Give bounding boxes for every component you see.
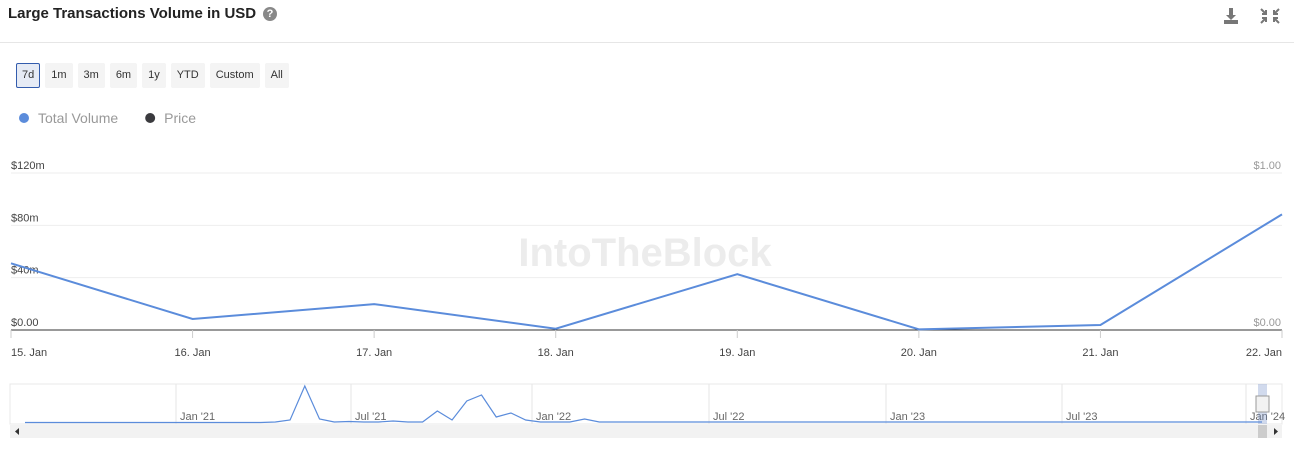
scroll-right [1274, 428, 1278, 435]
x-tick-label: 21. Jan [1082, 347, 1118, 359]
chart-title: Large Transactions Volume in USD [8, 5, 257, 22]
y-tick-label: $120m [11, 160, 45, 172]
y2-tick-label: $1.00 [1253, 160, 1281, 172]
x-tick-label: 22. Jan [1246, 347, 1282, 359]
navigator-handle[interactable] [1255, 395, 1270, 413]
scrollbar-thumb [1258, 425, 1267, 438]
x-tick-label: 17. Jan [356, 347, 392, 359]
range-button[interactable]: YTD [170, 63, 205, 88]
range-button[interactable]: All [264, 63, 289, 88]
range-button[interactable]: 7d [16, 63, 41, 88]
watermark: IntoTheBlock [518, 231, 772, 275]
range-button[interactable]: 1m [45, 63, 73, 88]
x-tick-label: 20. Jan [901, 347, 937, 359]
scroll-left [15, 428, 19, 435]
x-tick-label: 16. Jan [175, 347, 211, 359]
legend-marker [19, 113, 29, 123]
range-button[interactable]: Custom [209, 63, 260, 88]
range-buttons: 7d 1m 3m 6m 1y YTD Custom All [16, 63, 289, 88]
navigator-label: Jan '21 [180, 411, 215, 423]
y-tick-label: $80m [11, 212, 39, 224]
range-button[interactable]: 3m [77, 63, 105, 88]
legend-label: Price [164, 110, 196, 126]
range-button[interactable]: 6m [109, 63, 138, 88]
navigator-label: Jul '22 [713, 411, 744, 423]
toolbar-icons[interactable] [1220, 6, 1282, 26]
legend-marker [145, 113, 156, 123]
range-button[interactable]: 1y [142, 63, 166, 88]
navigator-label: Jan '23 [890, 411, 925, 423]
legend-label: Total Volume [38, 110, 118, 126]
y2-tick-label: $0.00 [1253, 317, 1281, 329]
navigator-line [25, 384, 1262, 424]
x-tick-label: 15. Jan [11, 347, 47, 359]
navigator-frame [9, 383, 1283, 425]
y-tick-label: $40m [11, 265, 39, 277]
help-icon[interactable]: ? [263, 7, 277, 21]
navigator-label: Jul '23 [1066, 411, 1097, 423]
navigator-label: Jul '21 [355, 411, 386, 423]
x-tick-label: 18. Jan [538, 347, 574, 359]
navigator-label: Jan '22 [536, 411, 571, 423]
separator [0, 42, 1294, 43]
navigator-label: Jan '24 [1250, 411, 1285, 423]
series-line [10, 213, 1283, 331]
x-tick-label: 19. Jan [719, 347, 755, 359]
y-tick-label: $0.00 [11, 317, 39, 329]
scrollbar-track [10, 425, 1282, 438]
